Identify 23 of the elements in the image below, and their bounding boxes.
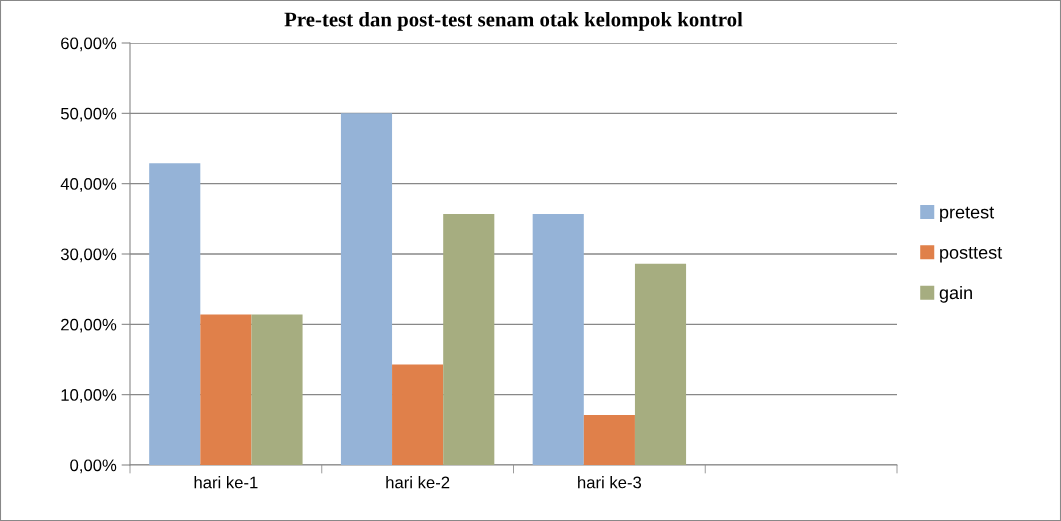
y-tick-label: 20,00% — [61, 318, 117, 333]
y-tick-label: 60,00% — [61, 37, 117, 52]
bar — [149, 163, 201, 465]
bar — [200, 314, 252, 465]
bar — [251, 314, 303, 465]
legend-label: gain — [939, 285, 972, 303]
legend-label: posttest — [940, 246, 1003, 263]
y-tick-label: 30,00% — [60, 248, 117, 263]
y-tick-label: 50,00% — [60, 107, 117, 122]
x-tick-label: hari ke-2 — [386, 476, 450, 489]
bar — [392, 364, 444, 465]
bar — [532, 213, 584, 465]
bar — [634, 263, 687, 465]
x-tick-label: hari ke-3 — [578, 476, 642, 489]
bar — [583, 415, 635, 465]
x-tick-label: hari ke-1 — [194, 476, 258, 489]
bar — [443, 213, 495, 465]
y-tick-label: 40,00% — [60, 178, 117, 192]
y-tick-label: 0,00% — [70, 459, 117, 474]
chart-title: Pre-test dan post-test senam otak kelompok kontrol — [284, 11, 743, 31]
legend-label: pretest — [940, 206, 995, 223]
y-tick-label: 10,00% — [61, 389, 117, 403]
bar — [340, 113, 393, 465]
